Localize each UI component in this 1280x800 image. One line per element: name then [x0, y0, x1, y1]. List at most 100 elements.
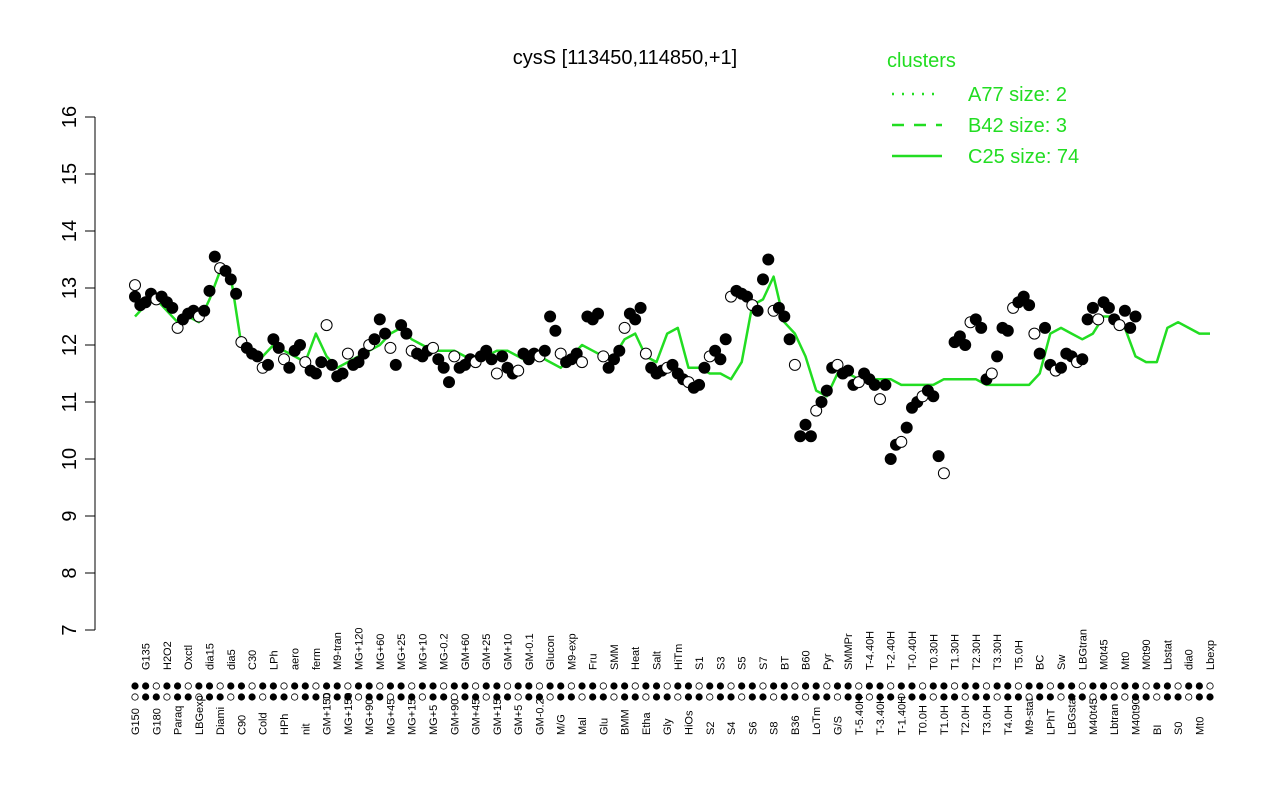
- x-marker: [833, 682, 842, 690]
- x-marker: [791, 693, 799, 701]
- data-point: [1124, 321, 1137, 334]
- data-point: [634, 301, 647, 314]
- y-tick-label: 15: [59, 163, 81, 185]
- x-marker: [738, 682, 746, 690]
- data-point: [384, 341, 397, 354]
- x-tick-label: MG+60: [375, 634, 387, 670]
- x-tick-label: LoTm: [811, 707, 823, 735]
- x-tick-label: S4: [726, 722, 738, 735]
- x-marker: [642, 682, 650, 690]
- data-point: [166, 301, 179, 314]
- x-marker: [578, 682, 586, 690]
- x-tick-label: B60: [801, 650, 813, 670]
- x-marker: [535, 693, 544, 701]
- data-point: [224, 273, 237, 286]
- data-point: [608, 353, 620, 366]
- x-marker: [1195, 682, 1203, 690]
- x-marker: [940, 693, 948, 701]
- x-tick-label: Mt0: [1194, 717, 1206, 735]
- x-marker: [184, 693, 192, 701]
- x-tick-label: GM+5: [513, 705, 525, 735]
- legend-entry-b42: B42 size: 3: [968, 115, 1067, 137]
- x-tick-label: T-1.40H: [896, 696, 908, 735]
- x-tick-label: LPhT: [1045, 708, 1057, 735]
- data-point: [1033, 347, 1046, 360]
- data-point: [570, 347, 583, 360]
- data-point: [325, 358, 338, 371]
- x-axis: G150 G135 G180 H2O2 Paraq Oxctl LBGexp dia15 Dia…: [130, 628, 1217, 736]
- data-point: [709, 344, 722, 357]
- data-point: [320, 319, 333, 332]
- x-marker: [908, 682, 916, 690]
- x-marker: [525, 682, 533, 690]
- data-point: [741, 290, 753, 303]
- x-marker: [1206, 693, 1214, 701]
- data-point: [1118, 304, 1131, 317]
- x-marker: [195, 693, 203, 701]
- x-marker: [173, 693, 182, 701]
- x-marker: [333, 682, 341, 690]
- x-marker: [1089, 693, 1097, 701]
- x-marker: [386, 682, 395, 690]
- x-tick-label: M40t90: [1130, 698, 1142, 735]
- x-marker: [535, 682, 544, 690]
- x-tick-label: T2.30H: [971, 634, 983, 670]
- x-marker: [280, 682, 288, 690]
- x-marker: [844, 682, 852, 690]
- x-tick-label: C90: [236, 715, 248, 735]
- x-marker: [259, 682, 267, 690]
- x-marker: [716, 682, 724, 690]
- x-tick-label: LBGtran: [1077, 629, 1089, 670]
- x-tick-label: M/G: [556, 714, 568, 735]
- x-marker: [333, 693, 341, 701]
- x-marker: [546, 693, 554, 701]
- x-tick-label: S3: [715, 657, 727, 670]
- x-marker: [269, 693, 277, 701]
- data-point: [959, 339, 972, 351]
- x-marker: [142, 693, 150, 701]
- x-marker: [461, 693, 469, 701]
- x-marker: [418, 693, 426, 701]
- data-point: [932, 450, 945, 463]
- y-tick-label: 12: [59, 334, 81, 356]
- data-point: [874, 393, 886, 406]
- data-point: [1028, 327, 1041, 340]
- x-tick-label: GM+60: [460, 634, 472, 670]
- x-marker: [1036, 693, 1044, 701]
- data-point: [1113, 319, 1126, 332]
- x-tick-label: Pyr: [822, 653, 834, 670]
- x-marker: [1025, 693, 1033, 701]
- x-tick-label: Mal: [577, 717, 589, 735]
- x-marker: [1057, 682, 1065, 690]
- x-marker: [493, 693, 501, 701]
- data-point: [341, 347, 354, 360]
- x-marker: [812, 682, 820, 690]
- x-marker: [972, 682, 980, 690]
- x-marker: [695, 682, 703, 690]
- x-tick-label: Diami: [215, 707, 227, 735]
- x-tick-label: S8: [769, 722, 781, 735]
- x-tick-label: Lbtran: [1109, 704, 1121, 735]
- x-marker: [482, 682, 490, 690]
- data-point: [352, 356, 365, 369]
- x-tick-label: B36: [790, 715, 802, 735]
- x-marker: [876, 682, 884, 690]
- legend: clusters A77 size: 2 B42 size: 3 C25 siz…: [887, 50, 1079, 168]
- x-marker: [173, 682, 182, 690]
- x-marker: [322, 693, 331, 701]
- data-point: [512, 364, 525, 377]
- x-marker: [801, 682, 810, 690]
- x-marker: [227, 682, 235, 690]
- x-marker: [514, 682, 522, 690]
- x-marker: [397, 693, 405, 701]
- x-marker: [567, 693, 575, 701]
- data-point: [379, 327, 392, 340]
- x-tick-label: BT: [779, 656, 791, 670]
- data-point: [1081, 313, 1094, 326]
- x-tick-label: M9-stat: [1024, 698, 1036, 735]
- x-marker: [855, 682, 863, 690]
- x-tick-label: MG+90: [364, 699, 376, 735]
- x-tick-label: T-3.40H: [875, 696, 887, 735]
- x-tick-label: Glu: [598, 718, 610, 735]
- data-point: [267, 333, 280, 346]
